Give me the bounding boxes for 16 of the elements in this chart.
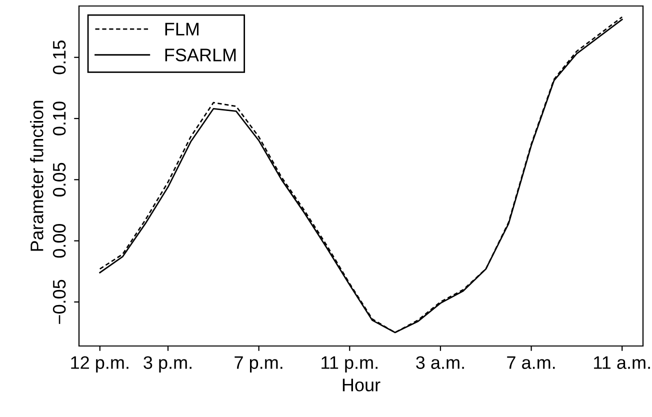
y-tick-label: 0.10 [52, 102, 66, 136]
x-tick-label: 3 p.m. [144, 356, 192, 373]
y-axis-title: Parameter function [30, 100, 44, 251]
y-tick-label: −0.05 [52, 280, 66, 324]
y-tick-label: 0.00 [52, 224, 66, 258]
legend-label: FSARLM [165, 48, 236, 62]
x-tick-label: 12 p.m. [71, 356, 128, 373]
x-tick-label: 7 a.m. [507, 356, 555, 369]
x-tick-label: 11 p.m. [322, 356, 378, 373]
y-tick-label: 0.05 [52, 162, 66, 197]
x-tick-label: 7 p.m. [234, 356, 282, 373]
x-axis-title: Hour [342, 378, 380, 392]
x-tick-label: 11 a.m. [594, 356, 650, 369]
y-tick-label: 0.15 [52, 40, 66, 74]
x-tick-label: 3 a.m. [416, 356, 464, 369]
legend-label: FLM [165, 22, 198, 36]
